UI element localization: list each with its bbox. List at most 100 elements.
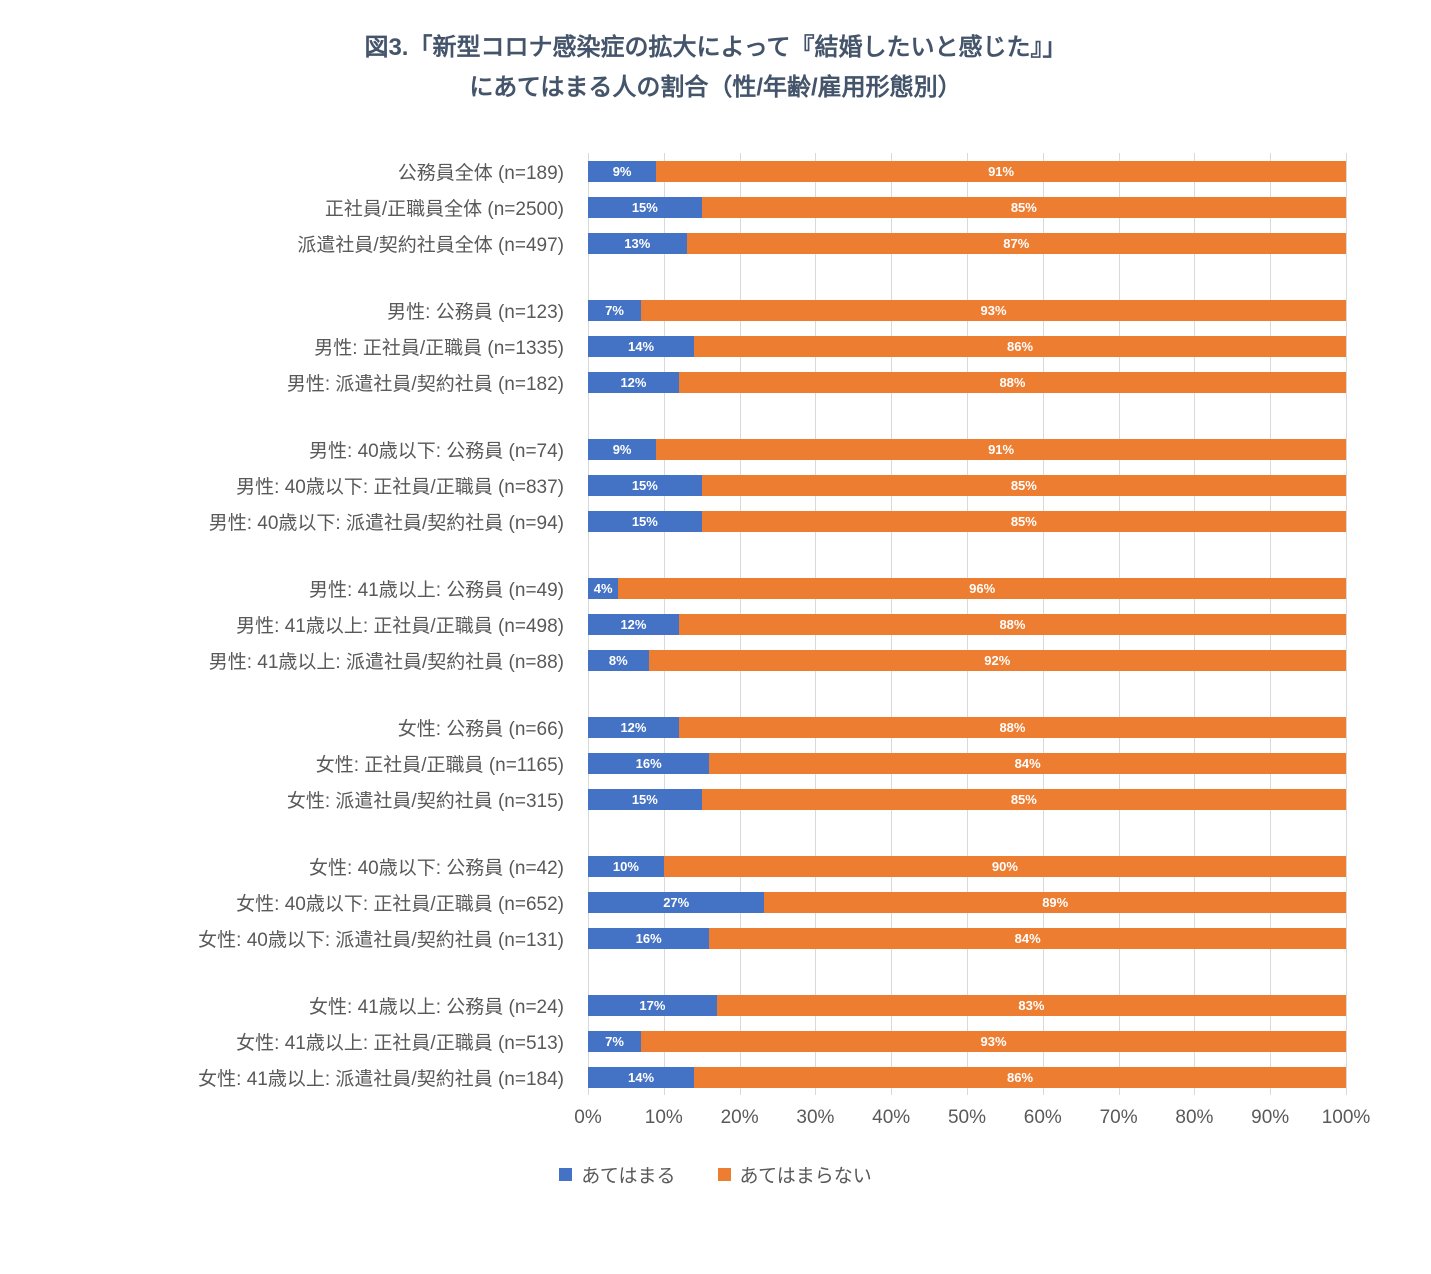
legend-swatch-atehamaru	[559, 1168, 573, 1182]
bar-segment-atehamaru: 7%	[588, 1030, 642, 1052]
bar-segment-atehamaru: 12%	[588, 716, 679, 738]
bar-segment-atehamaru: 17%	[588, 994, 717, 1016]
bar-segment-atehamaranai: 87%	[686, 232, 1346, 254]
bar-segment-atehamaru: 13%	[588, 232, 687, 254]
category-label: 男性: 40歳以下: 公務員 (n=74)	[309, 440, 564, 462]
value-label: 12%	[620, 616, 647, 632]
x-axis-tick: 40%	[872, 1107, 911, 1129]
value-label: 91%	[988, 441, 1015, 457]
legend-label: あてはまらない	[739, 1166, 872, 1188]
category-label: 女性: 40歳以下: 派遣社員/契約社員 (n=131)	[198, 929, 564, 951]
chart-row: 男性: 正社員/正職員 (n=1335) 14% 86%	[0, 328, 1431, 364]
value-label: 88%	[999, 719, 1026, 735]
chart-row: 公務員全体 (n=189) 9% 91%	[0, 153, 1431, 189]
bar-track: 15% 85%	[588, 474, 1346, 496]
category-label: 公務員全体 (n=189)	[397, 162, 564, 184]
chart-row: 男性: 40歳以下: 公務員 (n=74) 9% 91%	[0, 431, 1431, 467]
bar-segment-atehamaranai: 85%	[701, 196, 1346, 218]
bar-segment-atehamaru: 15%	[588, 474, 702, 496]
x-axis-tick: 50%	[947, 1107, 987, 1129]
value-label: 86%	[1007, 338, 1034, 354]
chart-row: 男性: 41歳以上: 正社員/正職員 (n=498) 12% 88%	[0, 606, 1431, 642]
category-label: 男性: 41歳以上: 派遣社員/契約社員 (n=88)	[208, 651, 564, 673]
x-axis-tick: 90%	[1251, 1107, 1290, 1129]
bar-segment-atehamaranai: 84%	[709, 752, 1346, 774]
value-label: 85%	[1010, 477, 1037, 493]
category-label: 男性: 公務員 (n=123)	[387, 301, 564, 323]
value-label: 9%	[612, 441, 632, 457]
value-label: 13%	[624, 235, 651, 251]
bar-track: 14% 86%	[588, 1066, 1346, 1088]
category-label: 女性: 41歳以上: 正社員/正職員 (n=513)	[236, 1032, 564, 1054]
bar-segment-atehamaru: 10%	[588, 855, 664, 877]
value-label: 15%	[631, 199, 658, 215]
bar-segment-atehamaranai: 91%	[656, 160, 1346, 182]
chart-title-line2: にあてはまる人の割合（性/年齢/雇用形態別）	[469, 73, 962, 101]
bar-track: 16% 84%	[588, 927, 1346, 949]
category-label: 派遣社員/契約社員全体 (n=497)	[297, 234, 564, 256]
bar-track: 4% 96%	[588, 577, 1346, 599]
value-label: 93%	[980, 302, 1007, 318]
bar-track: 12% 88%	[588, 613, 1346, 635]
value-label: 88%	[999, 616, 1026, 632]
bar-track: 15% 85%	[588, 510, 1346, 532]
bar-track: 7% 93%	[588, 299, 1346, 321]
gridline	[1346, 153, 1347, 1096]
bar-track: 8% 92%	[588, 649, 1346, 671]
x-axis: 0% 10% 20% 30% 40% 50% 60% 70% 80% 90% 100%	[574, 1107, 1370, 1137]
bar-segment-atehamaranai: 86%	[694, 335, 1346, 357]
chart-row: 男性: 公務員 (n=123) 7% 93%	[0, 292, 1431, 328]
bar-segment-atehamaru: 14%	[588, 1066, 695, 1088]
value-label: 92%	[984, 652, 1011, 668]
value-label: 85%	[1010, 199, 1037, 215]
bar-segment-atehamaru: 15%	[588, 788, 702, 810]
chart-row: 女性: 公務員 (n=66) 12% 88%	[0, 709, 1431, 745]
value-label: 7%	[605, 1033, 624, 1049]
value-label: 89%	[1042, 894, 1069, 910]
x-axis-tick: 0%	[574, 1107, 602, 1129]
value-label: 14%	[628, 338, 655, 354]
chart-row: 女性: 派遣社員/契約社員 (n=315) 15% 85%	[0, 781, 1431, 817]
chart-row: 女性: 正社員/正職員 (n=1165) 16% 84%	[0, 745, 1431, 781]
category-label: 男性: 正社員/正職員 (n=1335)	[314, 337, 564, 359]
value-label: 16%	[635, 755, 662, 771]
bar-segment-atehamaranai: 88%	[678, 613, 1346, 635]
bar-group: 男性: 40歳以下: 公務員 (n=74) 9% 91% 男性: 40歳以下: 正社員…	[0, 431, 1431, 539]
chart-row: 女性: 41歳以上: 派遣社員/契約社員 (n=184) 14% 86%	[0, 1059, 1431, 1095]
value-label: 87%	[1003, 235, 1030, 251]
bar-segment-atehamaranai: 92%	[648, 649, 1346, 671]
bar-segment-atehamaranai: 86%	[694, 1066, 1346, 1088]
bar-segment-atehamaranai: 93%	[641, 1030, 1346, 1052]
bar-track: 10% 90%	[588, 855, 1346, 877]
value-label: 17%	[639, 997, 666, 1013]
bar-group: 女性: 公務員 (n=66) 12% 88% 女性: 正社員/正職員 (n=1165)…	[0, 709, 1431, 817]
value-label: 15%	[631, 791, 658, 807]
category-label: 男性: 派遣社員/契約社員 (n=182)	[286, 373, 564, 395]
value-label: 88%	[999, 374, 1026, 390]
value-label: 7%	[605, 302, 624, 318]
chart-title: 図3.「新型コロナ感染症の拡大によって『結婚したいと感じた』」 にあてはまる人の…	[0, 28, 1431, 107]
bar-segment-atehamaranai: 83%	[716, 994, 1346, 1016]
bar-track: 27% 89%	[588, 891, 1346, 913]
bar-segment-atehamaru: 9%	[588, 160, 657, 182]
value-label: 4%	[593, 580, 613, 596]
bar-segment-atehamaranai: 96%	[618, 577, 1346, 599]
value-label: 16%	[635, 930, 662, 946]
value-label: 27%	[663, 894, 690, 910]
bar-segment-atehamaru: 15%	[588, 196, 702, 218]
bar-group: 女性: 40歳以下: 公務員 (n=42) 10% 90% 女性: 40歳以下: 正社…	[0, 848, 1431, 956]
bar-track: 9% 91%	[588, 160, 1346, 182]
value-label: 15%	[631, 477, 658, 493]
bar-segment-atehamaranai: 90%	[663, 855, 1346, 877]
category-label: 女性: 公務員 (n=66)	[397, 718, 564, 740]
value-label: 8%	[608, 652, 628, 668]
value-label: 85%	[1010, 513, 1037, 529]
bar-segment-atehamaru: 12%	[588, 371, 679, 393]
plot-area: 公務員全体 (n=189) 9% 91% 正社員/正職員全体 (n=2500) 15% 8…	[0, 153, 1431, 1096]
category-label: 女性: 派遣社員/契約社員 (n=315)	[286, 790, 564, 812]
bar-track: 7% 93%	[588, 1030, 1346, 1052]
category-label: 女性: 正社員/正職員 (n=1165)	[315, 754, 564, 776]
category-label: 男性: 40歳以下: 正社員/正職員 (n=837)	[236, 476, 564, 498]
x-axis-tick: 80%	[1175, 1107, 1214, 1129]
